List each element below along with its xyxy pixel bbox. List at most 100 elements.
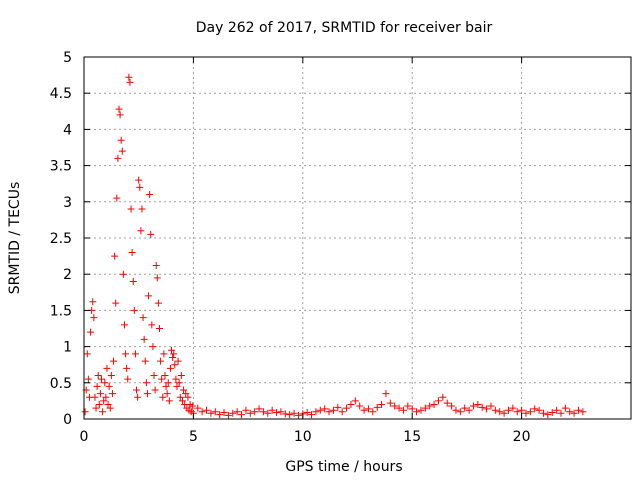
data-point — [94, 372, 102, 380]
data-point — [172, 375, 180, 383]
chart-title: Day 262 of 2017, SRMTID for receiver bai… — [196, 20, 493, 36]
data-point — [120, 321, 128, 329]
data-point — [356, 402, 364, 410]
data-point — [273, 408, 281, 416]
data-point — [106, 404, 114, 412]
data-point — [579, 408, 587, 416]
data-point — [84, 375, 92, 383]
data-point — [303, 408, 311, 416]
data-point — [178, 397, 186, 405]
y-axis-title: SRMTID / TECUs — [7, 182, 23, 295]
data-point — [107, 372, 115, 380]
data-point — [93, 382, 101, 390]
x-tick-label: 15 — [403, 429, 421, 445]
data-point — [135, 176, 143, 184]
data-point — [277, 408, 285, 416]
data-point — [163, 390, 171, 398]
data-point — [111, 252, 119, 260]
data-point — [110, 357, 118, 365]
data-point — [308, 411, 316, 419]
data-point — [421, 404, 429, 412]
y-tick-label: 4.5 — [50, 86, 72, 102]
data-point — [268, 406, 276, 414]
data-point — [81, 408, 89, 416]
data-point — [469, 402, 477, 410]
data-point — [456, 408, 464, 416]
data-point — [290, 409, 298, 417]
data-point — [233, 408, 241, 416]
data-point — [391, 402, 399, 410]
data-point — [325, 408, 333, 416]
data-point — [487, 402, 495, 410]
data-point — [170, 350, 178, 358]
data-point — [286, 411, 294, 419]
y-tick-labels: 0 0.5 1 1.5 2 2.5 3 3.5 4 4.5 5 — [50, 50, 72, 428]
data-point — [513, 408, 521, 416]
data-point — [96, 390, 104, 398]
data-point — [114, 154, 122, 162]
data-point — [351, 397, 359, 405]
data-point — [224, 411, 232, 419]
plot-frame — [83, 56, 632, 420]
data-point — [171, 361, 179, 369]
data-point — [557, 409, 565, 417]
data-point — [140, 335, 148, 343]
data-point — [134, 393, 142, 401]
data-point — [157, 357, 165, 365]
x-tick-labels: 0 5 10 15 20 — [80, 429, 531, 445]
data-point — [439, 393, 447, 401]
data-point — [544, 411, 552, 419]
data-point — [117, 136, 125, 144]
data-point — [176, 393, 184, 401]
data-point — [483, 405, 491, 413]
data-point — [177, 372, 185, 380]
x-tick-label: 5 — [189, 429, 198, 445]
data-point — [264, 409, 272, 417]
data-point — [115, 105, 123, 113]
y-tick-label: 0 — [63, 412, 72, 428]
data-point — [128, 248, 136, 256]
data-point — [316, 406, 324, 414]
data-point — [500, 409, 508, 417]
data-point — [211, 408, 219, 416]
data-point — [321, 405, 329, 413]
data-point — [95, 401, 103, 409]
data-point — [180, 386, 188, 394]
data-point — [566, 408, 574, 416]
data-point — [561, 404, 569, 412]
data-point — [522, 409, 530, 417]
data-point — [133, 386, 141, 394]
data-point — [509, 404, 517, 412]
data-point — [198, 408, 206, 416]
y-tick-label: 1.5 — [50, 303, 72, 319]
data-point — [343, 404, 351, 412]
data-point — [259, 408, 267, 416]
data-point — [169, 353, 177, 361]
data-point — [136, 183, 144, 191]
data-point — [238, 411, 246, 419]
data-point — [148, 321, 156, 329]
data-point — [153, 274, 161, 282]
data-point — [426, 402, 434, 410]
data-point — [369, 408, 377, 416]
data-point — [378, 401, 386, 409]
data-point — [143, 390, 151, 398]
data-point — [98, 375, 106, 383]
data-point — [142, 379, 150, 387]
data-point — [496, 408, 504, 416]
data-point — [294, 411, 302, 419]
data-point — [147, 230, 155, 238]
data-point — [504, 406, 512, 414]
data-point — [452, 406, 460, 414]
x-tick-label: 20 — [513, 429, 531, 445]
y-tick-label: 3 — [63, 195, 72, 211]
data-point — [338, 408, 346, 416]
data-point — [108, 390, 116, 398]
y-tick-label: 1 — [63, 340, 72, 356]
data-point — [531, 405, 539, 413]
data-point — [141, 357, 149, 365]
data-point — [281, 410, 289, 418]
data-point — [434, 397, 442, 405]
data-point — [83, 350, 91, 358]
